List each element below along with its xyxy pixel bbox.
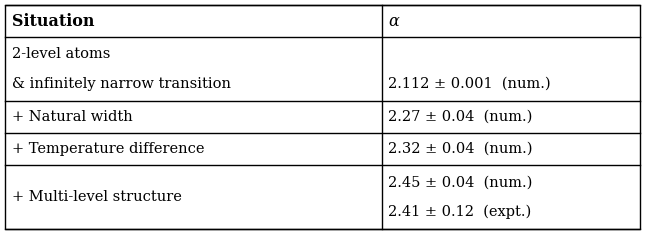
Text: 2.32 ± 0.04  (num.): 2.32 ± 0.04 (num.) [388,142,533,156]
Text: & infinitely narrow transition: & infinitely narrow transition [12,77,231,91]
Text: + Temperature difference: + Temperature difference [12,142,204,156]
Text: Situation: Situation [12,13,94,30]
Text: + Multi-level structure: + Multi-level structure [12,190,181,204]
Text: 2.45 ± 0.04  (num.): 2.45 ± 0.04 (num.) [388,175,532,189]
Text: 2.27 ± 0.04  (num.): 2.27 ± 0.04 (num.) [388,110,532,124]
Text: 2-level atoms: 2-level atoms [12,47,110,61]
Text: 2.112 ± 0.001  (num.): 2.112 ± 0.001 (num.) [388,77,551,91]
Text: 2.41 ± 0.12  (expt.): 2.41 ± 0.12 (expt.) [388,205,531,219]
Text: α: α [388,13,399,30]
Text: + Natural width: + Natural width [12,110,132,124]
